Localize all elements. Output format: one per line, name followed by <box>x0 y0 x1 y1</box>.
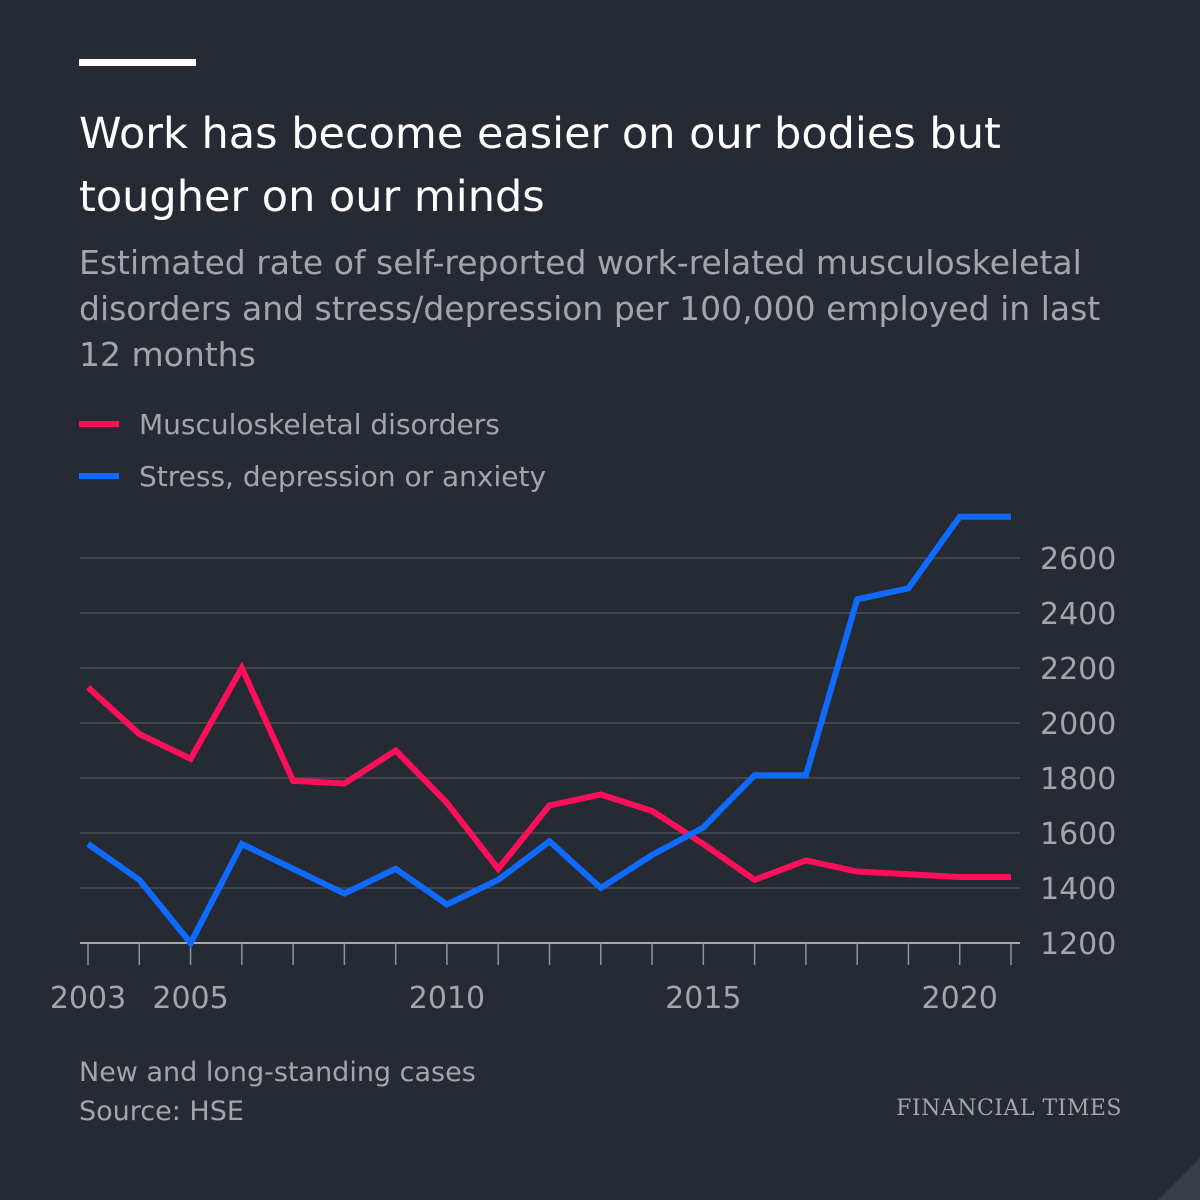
top-accent-bar <box>79 59 196 66</box>
y-tick-label-1400: 1400 <box>1040 872 1116 907</box>
brand-wordmark: FINANCIAL TIMES <box>896 1096 1122 1121</box>
page-corner <box>1158 1158 1200 1200</box>
legend-item-musculoskeletal: Musculoskeletal disorders <box>79 398 546 450</box>
y-tick-label-2400: 2400 <box>1040 597 1116 632</box>
y-tick-label-2200: 2200 <box>1040 652 1116 687</box>
legend-swatch-stress <box>79 473 119 479</box>
legend-swatch-musculoskeletal <box>79 421 119 427</box>
y-tick-label-2600: 2600 <box>1040 542 1116 577</box>
x-tick-label-2003: 2003 <box>50 981 126 1016</box>
y-tick-label-1200: 1200 <box>1040 927 1116 962</box>
legend-label-musculoskeletal: Musculoskeletal disorders <box>139 407 500 441</box>
x-tick-label-2005: 2005 <box>152 981 228 1016</box>
y-tick-label-1600: 1600 <box>1040 817 1116 852</box>
series-line-musculoskeletal <box>85 661 1011 884</box>
x-tick-label-2010: 2010 <box>409 981 485 1016</box>
series-line-stress <box>86 513 1011 949</box>
legend: Musculoskeletal disorders Stress, depres… <box>79 398 546 502</box>
footer-source: Source: HSE <box>79 1096 244 1127</box>
footer-note: New and long-standing cases <box>79 1057 476 1088</box>
y-tick-label-1800: 1800 <box>1040 762 1116 797</box>
legend-label-stress: Stress, depression or anxiety <box>139 459 547 493</box>
x-tick-label-2020: 2020 <box>922 981 998 1016</box>
y-tick-label-2000: 2000 <box>1040 707 1116 742</box>
legend-item-stress: Stress, depression or anxiety <box>79 450 546 502</box>
x-tick-label-2015: 2015 <box>665 981 741 1016</box>
footer-notes: New and long-standing cases Source: HSE <box>79 1053 476 1131</box>
chart-title: Work has become easier on our bodies but… <box>79 109 1001 222</box>
chart-subtitle: Estimated rate of self-reported work-rel… <box>79 243 1101 374</box>
